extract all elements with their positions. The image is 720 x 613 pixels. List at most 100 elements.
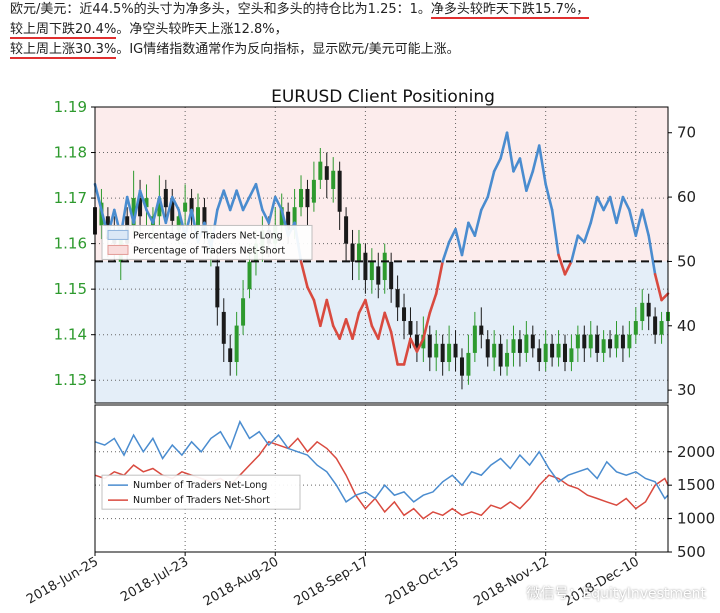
candle-52 [427,325,432,372]
candle-body [221,311,226,344]
candle-54 [440,334,445,376]
candle-body [292,207,297,230]
watermark: 微信号：EquityInvestment [526,586,706,602]
pct-segment-48 [402,337,412,366]
candle-body [472,325,477,353]
candle-72 [556,330,561,367]
count-tick-label-0: 2000 [677,443,715,461]
pct-segment-51 [422,311,432,340]
candle-82 [620,325,625,363]
candle-body [466,352,471,376]
pct-segment-25 [254,182,264,212]
candle-body [163,188,168,208]
candle-79 [601,330,606,363]
pct-segment-87 [653,273,663,302]
candle-body [331,170,336,189]
price-tick-label-3: 1.16 [54,235,87,253]
pct-segment-75 [576,234,586,244]
pct-segment-71 [550,208,560,257]
intro-text-1: 欧元/美元：近44.5%的头寸为净多头，空头和多头的持仓比为1.25：1。 [10,2,431,17]
pct-segment-58 [467,221,477,237]
bottom-panel-frame [94,404,669,553]
pct-segment-60 [479,195,490,212]
candle-70 [543,330,548,372]
pct-segment-12 [170,195,180,212]
pct-segment-78 [595,195,605,212]
net-long-count-line [94,419,669,503]
pct-segment-67 [525,170,535,192]
pct-segment-39 [344,318,354,340]
pct-segment-55 [447,227,457,244]
candle-88 [659,311,664,344]
legend-label-long-pct: Percentage of Traders Net-Long [133,230,283,241]
candle-84 [633,307,638,344]
bottom-legend-box [101,474,301,510]
candle-body [344,216,349,244]
pct-segment-32 [299,260,309,289]
pct-segment-6 [132,189,142,225]
candle-50 [414,321,419,363]
candle-76 [582,325,587,363]
pct-segment-59 [473,208,483,237]
pct-segment-76 [583,221,593,244]
candle-66 [517,330,522,367]
candle-body [485,339,490,358]
price-tick-label-4: 1.15 [54,280,87,298]
pct-segment-34 [312,298,322,328]
pct-segment-57 [460,221,470,257]
price-tick-label-0: 1.19 [54,98,87,116]
x-tick-label-2: 2018-Aug-20 [201,554,281,609]
pct-segment-52 [428,292,438,315]
pct-segment-79 [602,195,612,212]
candle-73 [562,334,567,372]
pct-segment-10 [158,195,168,225]
pct-segment-44 [376,311,387,340]
candle-body [614,334,619,349]
candle-74 [569,334,574,372]
candle-body [633,321,638,335]
pct-segment-35 [319,298,329,328]
pct-segment-49 [409,337,419,353]
candle-40 [350,229,355,281]
candle-41 [356,229,361,281]
pct-segment-22 [235,189,245,212]
candle-body [138,198,143,217]
candle-34 [311,161,316,212]
candle-83 [627,321,632,358]
pct-segment-41 [357,298,367,315]
candle-body [556,343,561,358]
intro-paragraph: 欧元/美元：近44.5%的头寸为净多头，空头和多头的持仓比为1.25：1。净多头… [10,0,715,70]
candle-55 [447,325,452,372]
candle-36 [324,152,329,199]
candle-body [537,348,542,363]
candle-body [640,302,645,322]
pct-segment-74 [570,234,580,263]
candle-body [492,343,497,358]
candle-65 [511,325,516,367]
candle-58 [466,334,471,385]
pct-segment-50 [415,337,425,353]
pct-segment-86 [647,234,657,276]
candle-body [350,243,355,262]
candle-body [363,252,368,281]
pct-segment-9 [151,195,161,225]
pct-segment-20 [222,189,232,212]
pct-segment-28 [273,195,284,212]
candle-body [305,188,310,208]
legend-swatch-short-pct [107,244,129,255]
candle-body [459,357,464,376]
pct-segment-11 [164,195,174,225]
candle-body [369,261,374,281]
candle-body [427,334,432,358]
candle-48 [402,293,407,340]
candle-80 [608,330,613,358]
pct-segment-21 [228,189,238,212]
candle-body [511,339,516,353]
candle-body [402,307,407,322]
intro-text-highlight-1: 净多头较昨天下跌15.7%， [430,2,590,19]
pct-segment-24 [248,182,258,199]
net-long-shading [95,261,668,403]
candle-body [440,343,445,363]
candle-23 [241,280,246,335]
candle-body [286,211,291,230]
